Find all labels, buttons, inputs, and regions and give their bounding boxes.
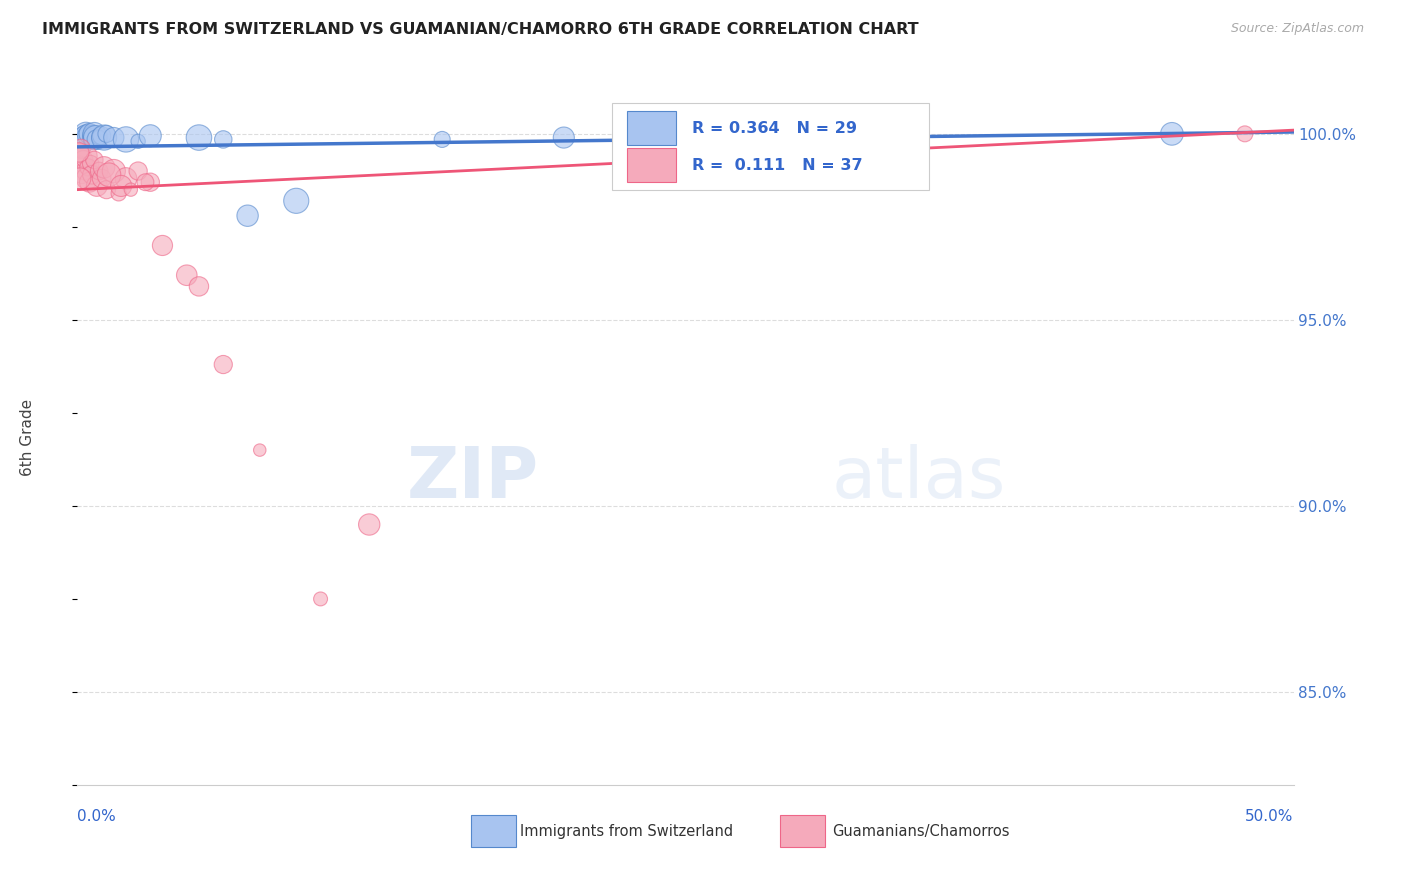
Point <box>83 153 105 167</box>
Point <box>188 279 211 293</box>
Point <box>76 130 98 145</box>
Point <box>70 130 93 145</box>
Point <box>97 168 120 182</box>
Point <box>139 128 162 143</box>
Point <box>72 153 94 167</box>
Text: ZIP: ZIP <box>408 444 540 513</box>
Point <box>80 156 103 170</box>
Point <box>249 443 271 458</box>
Point <box>139 175 162 189</box>
Point <box>80 168 103 182</box>
Text: atlas: atlas <box>831 444 1005 513</box>
Point <box>103 164 125 178</box>
Point <box>86 178 108 193</box>
Point <box>69 171 91 186</box>
Point <box>432 132 454 146</box>
Point <box>86 132 108 146</box>
Point <box>82 128 104 143</box>
Point <box>96 127 118 141</box>
Point <box>77 128 100 143</box>
Point <box>89 130 111 145</box>
Text: Immigrants from Switzerland: Immigrants from Switzerland <box>520 824 734 838</box>
Point <box>80 132 103 146</box>
Point <box>107 186 129 201</box>
Point <box>134 175 156 189</box>
Text: 0.0%: 0.0% <box>77 809 117 823</box>
Point <box>127 134 149 148</box>
Point <box>73 164 96 178</box>
Point <box>90 128 112 143</box>
Point <box>115 132 138 146</box>
Point <box>1233 127 1256 141</box>
Text: Guamanians/Chamorros: Guamanians/Chamorros <box>832 824 1010 838</box>
Point <box>176 268 198 283</box>
Text: IMMIGRANTS FROM SWITZERLAND VS GUAMANIAN/CHAMORRO 6TH GRADE CORRELATION CHART: IMMIGRANTS FROM SWITZERLAND VS GUAMANIAN… <box>42 22 918 37</box>
Point <box>93 161 115 175</box>
Point <box>110 178 132 193</box>
Point <box>75 127 97 141</box>
Bar <box>627 148 676 182</box>
Text: R = 0.364   N = 29: R = 0.364 N = 29 <box>692 120 856 136</box>
Point <box>70 132 93 146</box>
Point <box>553 130 575 145</box>
Point <box>70 142 93 156</box>
Point <box>89 164 111 178</box>
Point <box>115 171 138 186</box>
Point <box>309 591 332 606</box>
Point <box>79 175 101 189</box>
Text: 50.0%: 50.0% <box>1246 809 1294 823</box>
Bar <box>613 103 929 190</box>
Point <box>212 132 235 146</box>
Point <box>90 171 112 186</box>
Point <box>79 127 101 141</box>
Point <box>103 130 125 145</box>
Text: 6th Grade: 6th Grade <box>20 399 35 475</box>
Bar <box>627 112 676 145</box>
Point <box>73 128 96 143</box>
Point <box>80 130 103 145</box>
Point <box>75 149 97 163</box>
Point <box>70 168 93 182</box>
Point <box>359 517 381 532</box>
Point <box>76 171 98 186</box>
Point <box>77 161 100 175</box>
Text: R =  0.111   N = 37: R = 0.111 N = 37 <box>692 158 862 172</box>
Point <box>69 156 91 170</box>
Point <box>83 127 105 141</box>
Text: Source: ZipAtlas.com: Source: ZipAtlas.com <box>1230 22 1364 36</box>
Point <box>67 145 90 160</box>
Point <box>188 130 211 145</box>
Point <box>84 130 107 145</box>
Point <box>1161 127 1184 141</box>
Point <box>236 209 259 223</box>
Point <box>67 145 90 160</box>
Point <box>93 130 115 145</box>
Point <box>675 130 697 145</box>
Point <box>212 358 235 372</box>
Point <box>96 183 118 197</box>
Point <box>120 183 142 197</box>
Point <box>152 238 174 252</box>
Point <box>285 194 308 208</box>
Point <box>127 164 149 178</box>
